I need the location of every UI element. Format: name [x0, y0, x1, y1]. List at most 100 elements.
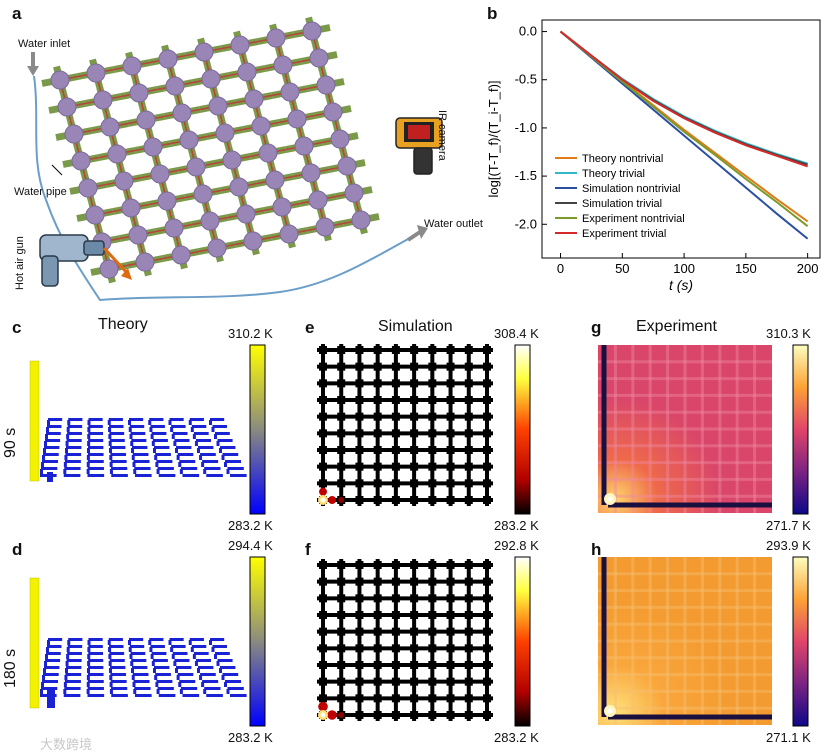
ir-camera-label: IR camera	[436, 110, 448, 161]
lattice-site	[100, 117, 120, 137]
legend-entry: Experiment trivial	[582, 228, 666, 240]
lattice-site	[273, 55, 293, 75]
theory-bar-v	[86, 675, 90, 680]
theory-bar-h	[41, 467, 58, 470]
theory-bar-h	[158, 474, 176, 477]
theory-bar-v	[209, 420, 212, 425]
theory-grid-180s	[40, 638, 247, 697]
theory-bar-v	[108, 427, 112, 432]
theory-bar-v	[203, 469, 207, 474]
lattice-site	[114, 171, 134, 191]
sim-node	[337, 694, 346, 703]
theory-bar-h	[180, 687, 198, 690]
theory-bar-h	[215, 432, 230, 435]
lattice-site	[136, 110, 156, 130]
theory-bar-h	[220, 666, 236, 669]
sim-node	[483, 412, 491, 421]
lattice-site	[93, 90, 113, 110]
sim-node	[446, 677, 455, 686]
theory-bar-v	[190, 427, 194, 432]
theory-bar-h	[46, 432, 61, 435]
sim-node	[428, 346, 437, 354]
sim-node	[428, 577, 437, 586]
theory-bar-v	[132, 462, 136, 467]
series-line	[559, 30, 808, 166]
sim-node	[428, 561, 437, 569]
theory-bar-v	[214, 654, 217, 659]
theory-bar-h	[110, 687, 128, 690]
theory-bar-v	[197, 448, 200, 453]
lattice-site	[258, 143, 278, 163]
theory-bar-h	[132, 666, 148, 669]
lattice-site	[194, 42, 214, 62]
theory-bar-h	[88, 645, 103, 648]
theory-bar-v	[179, 469, 183, 474]
theory-bar-h	[198, 666, 214, 669]
theory-bar-h	[212, 645, 227, 648]
ir-camera-icon	[395, 117, 443, 175]
theory-bar-h	[63, 694, 81, 697]
sim-node	[410, 627, 419, 636]
experiment-lattice-180s	[598, 557, 772, 725]
sim-node	[428, 644, 437, 653]
theory-bar-h	[156, 460, 173, 463]
theory-bar-h	[174, 659, 190, 662]
sim-node	[391, 677, 400, 686]
panel-label-d: d	[12, 540, 23, 559]
theory-bar-v	[87, 640, 91, 645]
sim-node	[391, 627, 400, 636]
sim-node	[464, 627, 473, 636]
theory-bar-v	[188, 420, 192, 425]
sim-node	[483, 644, 491, 653]
theory-bar-h	[88, 439, 104, 442]
theory-bar-v	[109, 462, 113, 467]
theory-bar-v	[224, 462, 227, 467]
sim-node	[410, 362, 419, 371]
sim-node	[337, 462, 346, 471]
sim-node	[355, 346, 364, 354]
lattice-site	[186, 157, 206, 177]
row-label-90s: 90 s	[2, 427, 19, 458]
theory-bar-v	[87, 441, 91, 446]
theory-bar-h	[110, 680, 127, 683]
theory-bar-h	[132, 673, 149, 676]
sim-node	[410, 346, 419, 354]
sim-node	[446, 661, 455, 669]
sim-node	[337, 561, 346, 569]
sim-node	[464, 379, 473, 388]
sim-node	[483, 661, 491, 669]
theory-bar-h	[88, 666, 104, 669]
sim-node	[446, 561, 455, 569]
y-axis-label: log[(T-T_f)/(T_i-T_f)]	[486, 80, 501, 197]
theory-bar-v	[108, 654, 112, 659]
theory-bar-h	[88, 418, 103, 421]
theory-bar-v	[194, 661, 198, 666]
theory-bar-v	[109, 675, 113, 680]
theory-bar-v	[214, 434, 217, 439]
sim-node	[391, 644, 400, 653]
theory-bar-h	[171, 425, 186, 428]
theory-bar-v	[64, 455, 68, 460]
sim-node	[446, 396, 455, 404]
sim-node	[483, 711, 491, 719]
sim-warm-node	[327, 710, 337, 720]
lattice-site	[266, 28, 286, 48]
sim-node	[428, 594, 437, 603]
theory-bar-h	[67, 425, 83, 428]
lattice-site	[302, 21, 322, 41]
theory-bar-v	[221, 675, 225, 680]
theory-bar-v	[178, 462, 182, 467]
theory-bar-v	[151, 661, 155, 666]
theory-bar-h	[88, 432, 104, 435]
theory-bar-h	[154, 666, 170, 669]
theory-bar-h	[149, 638, 164, 641]
lattice-site	[201, 69, 221, 89]
colorbar-c-max: 310.2 K	[228, 326, 273, 341]
sim-node	[319, 594, 327, 603]
theory-bar-v	[128, 420, 131, 425]
sim-node	[410, 496, 419, 504]
sim-node	[337, 412, 346, 421]
sim-node	[337, 429, 346, 438]
theory-bar-h	[111, 474, 128, 477]
sim-node	[391, 561, 400, 569]
